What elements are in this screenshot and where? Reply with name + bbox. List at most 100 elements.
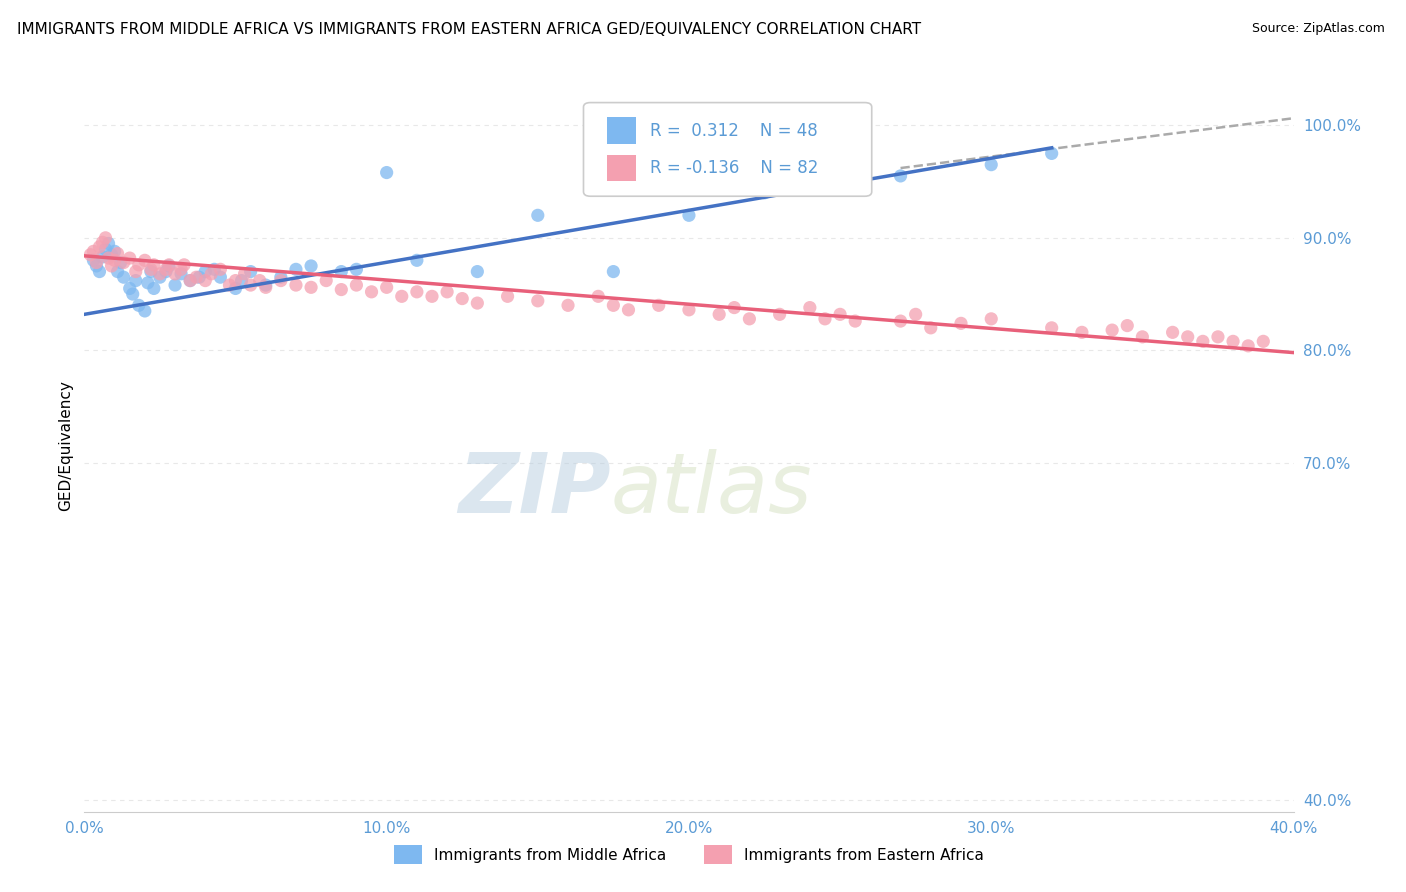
Point [1206, 330, 1229, 344]
Point [231, 274, 253, 288]
Point [588, 289, 610, 303]
Point [218, 278, 240, 293]
Point [799, 301, 821, 315]
Point [648, 298, 671, 312]
Point [118, 281, 141, 295]
Point [602, 264, 624, 278]
Point [678, 208, 700, 222]
Point [125, 274, 148, 288]
Point [375, 280, 398, 294]
Point [557, 298, 579, 312]
Point [754, 186, 776, 200]
Point [188, 270, 211, 285]
Point [1253, 334, 1275, 349]
Point [104, 244, 127, 259]
Y-axis label: GED/Equivalency: GED/Equivalency [58, 381, 73, 511]
Point [194, 264, 217, 278]
Point [209, 270, 232, 285]
Point [149, 270, 172, 285]
Point [97, 251, 120, 265]
Point [391, 289, 413, 303]
Point [225, 281, 247, 295]
Point [346, 262, 368, 277]
Point [173, 258, 195, 272]
Point [200, 267, 222, 281]
Point [904, 307, 927, 321]
Point [100, 259, 122, 273]
Point [194, 274, 217, 288]
Point [451, 292, 474, 306]
Point [1222, 334, 1244, 349]
Point [239, 264, 262, 278]
Point [107, 246, 129, 260]
Point [950, 316, 973, 330]
Point [285, 262, 308, 277]
Point [617, 302, 640, 317]
Point [527, 293, 550, 308]
Point [315, 274, 337, 288]
Point [239, 278, 262, 293]
Point [82, 244, 104, 259]
Point [980, 158, 1002, 172]
Point [94, 231, 117, 245]
Point [1161, 326, 1184, 340]
Point [814, 311, 837, 326]
Point [254, 280, 277, 294]
Point [844, 314, 866, 328]
Point [467, 296, 489, 310]
Point [97, 236, 120, 251]
Point [136, 276, 159, 290]
Point [107, 264, 129, 278]
Point [139, 262, 162, 277]
Point [89, 264, 111, 278]
Point [709, 307, 731, 321]
Point [142, 281, 165, 295]
Point [920, 321, 942, 335]
Point [420, 289, 443, 303]
Point [678, 302, 700, 317]
Point [100, 248, 122, 262]
Point [91, 250, 114, 264]
Point [125, 264, 148, 278]
Text: R =  0.312    N = 48: R = 0.312 N = 48 [650, 122, 817, 140]
Point [1177, 330, 1199, 344]
Point [139, 264, 162, 278]
Point [1327, 776, 1350, 790]
Point [436, 285, 458, 299]
Legend: Immigrants from Middle Africa, Immigrants from Eastern Africa: Immigrants from Middle Africa, Immigrant… [388, 839, 990, 870]
Point [209, 262, 232, 277]
Point [118, 251, 141, 265]
Point [738, 311, 761, 326]
Point [1192, 334, 1215, 349]
Point [330, 283, 353, 297]
Point [165, 278, 187, 293]
Point [270, 274, 292, 288]
Text: atlas: atlas [610, 450, 813, 531]
Point [360, 285, 382, 299]
Point [142, 258, 165, 272]
Text: Source: ZipAtlas.com: Source: ZipAtlas.com [1251, 22, 1385, 36]
Point [1040, 321, 1063, 335]
Point [330, 264, 353, 278]
Point [112, 255, 135, 269]
Point [890, 314, 912, 328]
Text: IMMIGRANTS FROM MIDDLE AFRICA VS IMMIGRANTS FROM EASTERN AFRICA GED/EQUIVALENCY : IMMIGRANTS FROM MIDDLE AFRICA VS IMMIGRA… [17, 22, 921, 37]
Point [299, 280, 322, 294]
Point [128, 298, 150, 312]
Text: ZIP: ZIP [458, 450, 610, 531]
Point [830, 307, 852, 321]
Point [165, 267, 187, 281]
Point [149, 267, 172, 281]
Point [179, 274, 201, 288]
Point [980, 311, 1002, 326]
Point [79, 248, 101, 262]
Point [157, 259, 180, 273]
Point [1237, 339, 1260, 353]
Point [170, 267, 193, 281]
Point [254, 278, 277, 293]
Point [82, 253, 104, 268]
Point [91, 235, 114, 250]
Point [86, 255, 108, 269]
Point [1116, 318, 1139, 333]
Point [128, 258, 150, 272]
